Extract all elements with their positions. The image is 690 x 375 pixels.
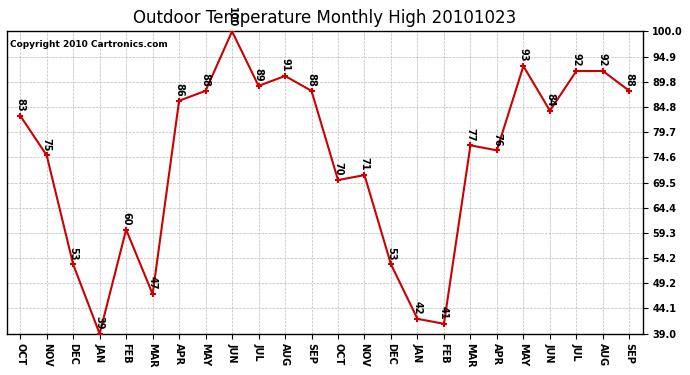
Text: 41: 41 <box>439 306 449 320</box>
Text: 100: 100 <box>227 7 237 27</box>
Text: 53: 53 <box>386 247 396 260</box>
Text: 84: 84 <box>545 93 555 106</box>
Text: 71: 71 <box>359 158 369 171</box>
Text: 92: 92 <box>598 53 608 67</box>
Text: 42: 42 <box>413 301 422 315</box>
Text: 93: 93 <box>518 48 529 62</box>
Text: 86: 86 <box>174 83 184 97</box>
Text: 53: 53 <box>68 247 78 260</box>
Text: 89: 89 <box>253 68 264 82</box>
Text: 70: 70 <box>333 162 343 176</box>
Text: 91: 91 <box>280 58 290 72</box>
Text: 88: 88 <box>306 73 317 87</box>
Text: 77: 77 <box>466 128 475 141</box>
Text: 76: 76 <box>492 133 502 146</box>
Text: 47: 47 <box>148 276 157 290</box>
Text: 88: 88 <box>201 73 210 87</box>
Text: Copyright 2010 Cartronics.com: Copyright 2010 Cartronics.com <box>10 40 168 50</box>
Text: 60: 60 <box>121 212 131 225</box>
Text: 88: 88 <box>624 73 634 87</box>
Text: 83: 83 <box>15 98 26 111</box>
Text: 92: 92 <box>571 53 582 67</box>
Title: Outdoor Temperature Monthly High 20101023: Outdoor Temperature Monthly High 2010102… <box>133 9 516 27</box>
Text: 75: 75 <box>41 138 52 151</box>
Text: 39: 39 <box>95 316 105 330</box>
